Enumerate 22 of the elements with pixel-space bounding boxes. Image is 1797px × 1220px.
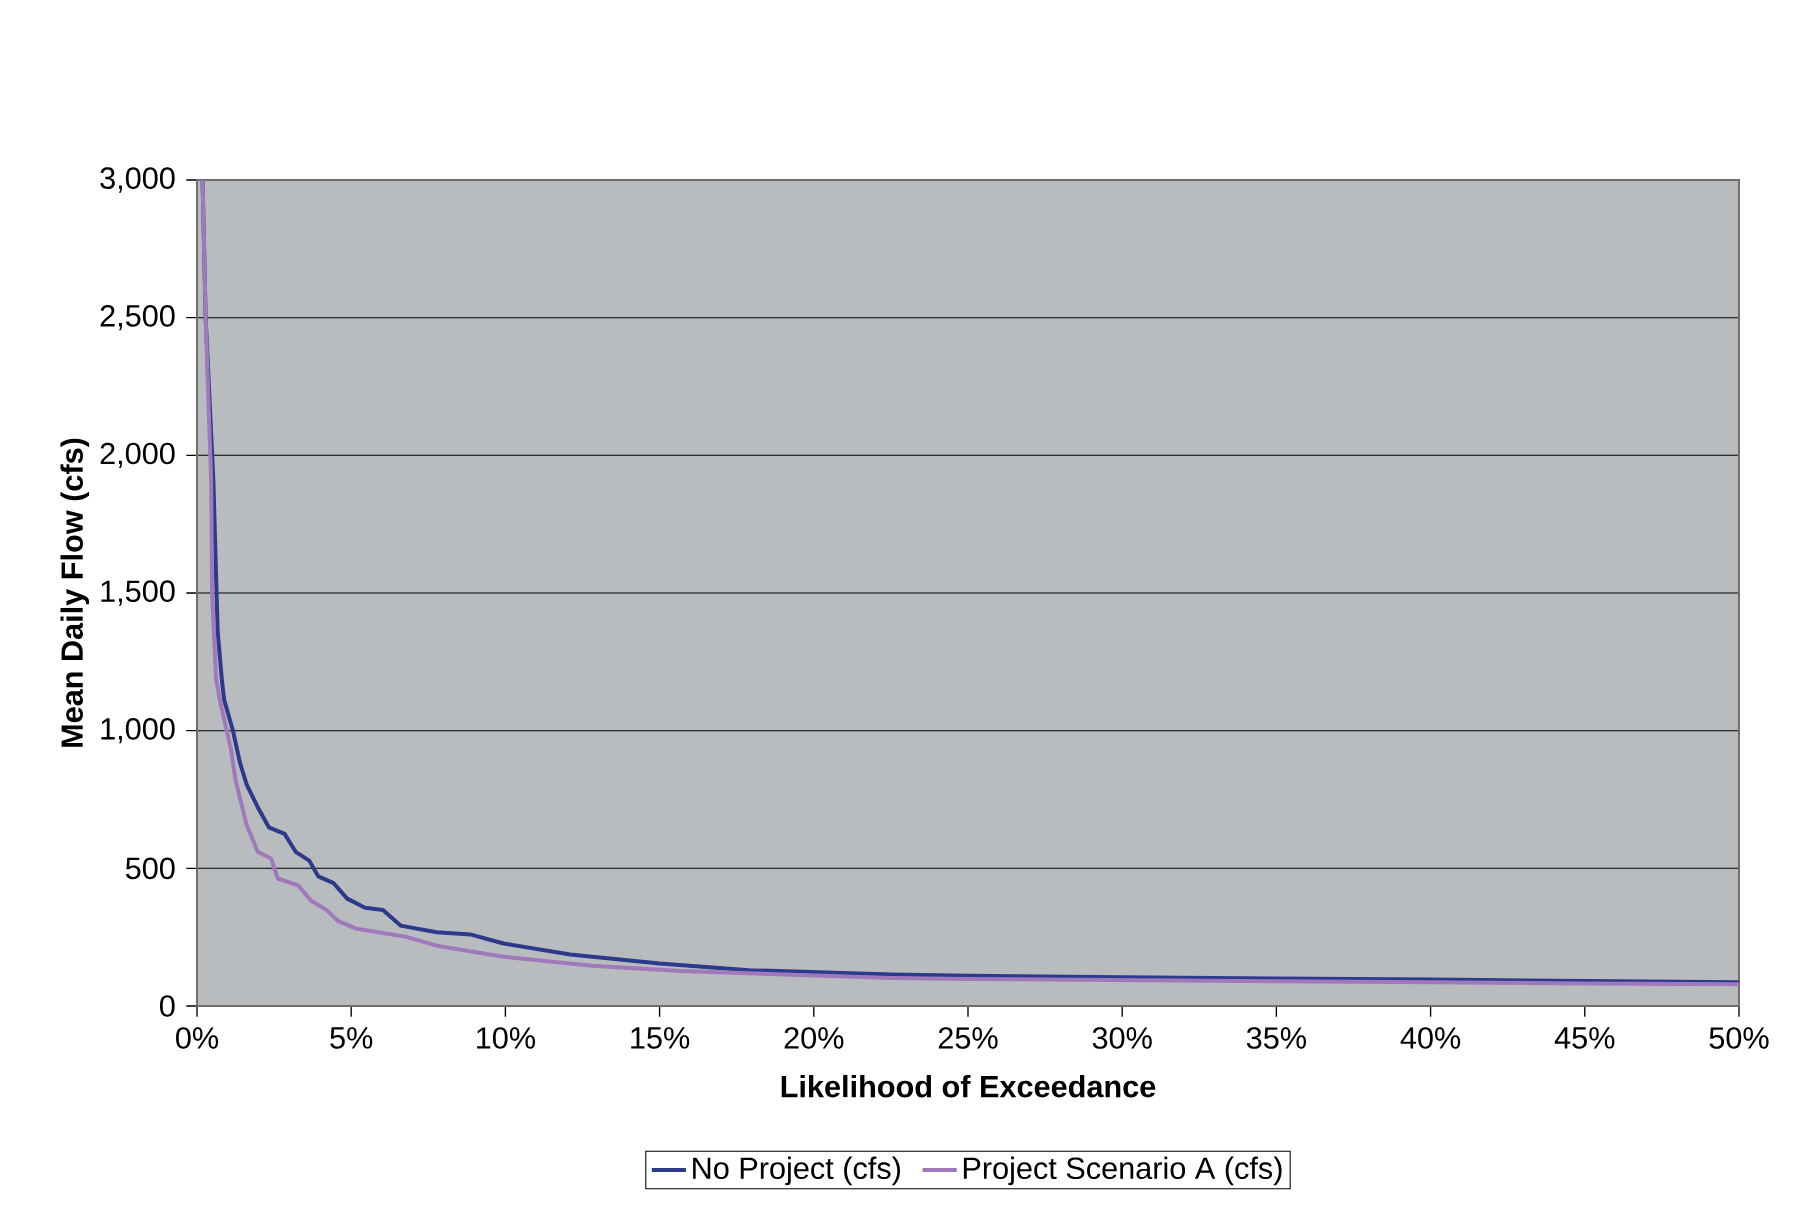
- x-axis-title: Likelihood of Exceedance: [781, 1074, 1156, 1098]
- x-tick-label: 30%: [1092, 1027, 1152, 1049]
- y-tick-label: 1,000: [101, 717, 175, 744]
- x-tick-label: 50%: [1709, 1027, 1769, 1049]
- y-tick-label: 1,500: [101, 580, 175, 606]
- y-tick-label: 3,000: [100, 167, 175, 193]
- y-tick-label: 0: [159, 995, 175, 1017]
- x-tick-label: 25%: [938, 1027, 998, 1049]
- y-tick-label: 2,000: [100, 442, 175, 468]
- y-axis-title: Mean Daily Flow (cfs): [60, 438, 90, 747]
- x-tick-label: 35%: [1246, 1027, 1306, 1049]
- y-tick-label: 2,500: [100, 304, 175, 331]
- x-tick-label: 20%: [784, 1027, 844, 1049]
- x-tick-label: 0%: [176, 1027, 219, 1049]
- y-tick-label: 500: [125, 857, 175, 880]
- x-tick-label: 40%: [1400, 1027, 1461, 1049]
- x-tick-label: 5%: [330, 1027, 373, 1049]
- x-tick-label: 10%: [477, 1027, 535, 1049]
- legend-label: No Project (cfs): [693, 1156, 900, 1186]
- x-tick-label: 45%: [1554, 1027, 1615, 1049]
- x-tick-label: 15%: [631, 1027, 690, 1049]
- legend-label: Project Scenario A (cfs): [963, 1156, 1282, 1186]
